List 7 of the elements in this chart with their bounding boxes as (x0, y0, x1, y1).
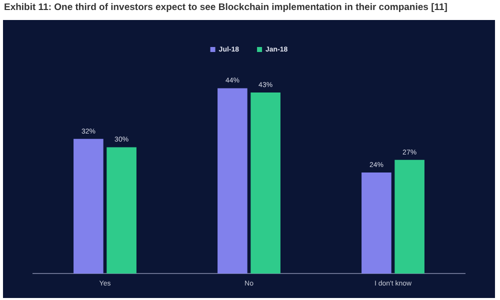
bar (74, 138, 104, 274)
bar (362, 172, 392, 274)
chart-title: Exhibit 11: One third of investors expect to see Blockchain implementation in their companies [11] (4, 2, 448, 13)
bar (394, 160, 424, 274)
bar (218, 88, 248, 274)
bar (250, 92, 280, 274)
bar (106, 147, 136, 274)
